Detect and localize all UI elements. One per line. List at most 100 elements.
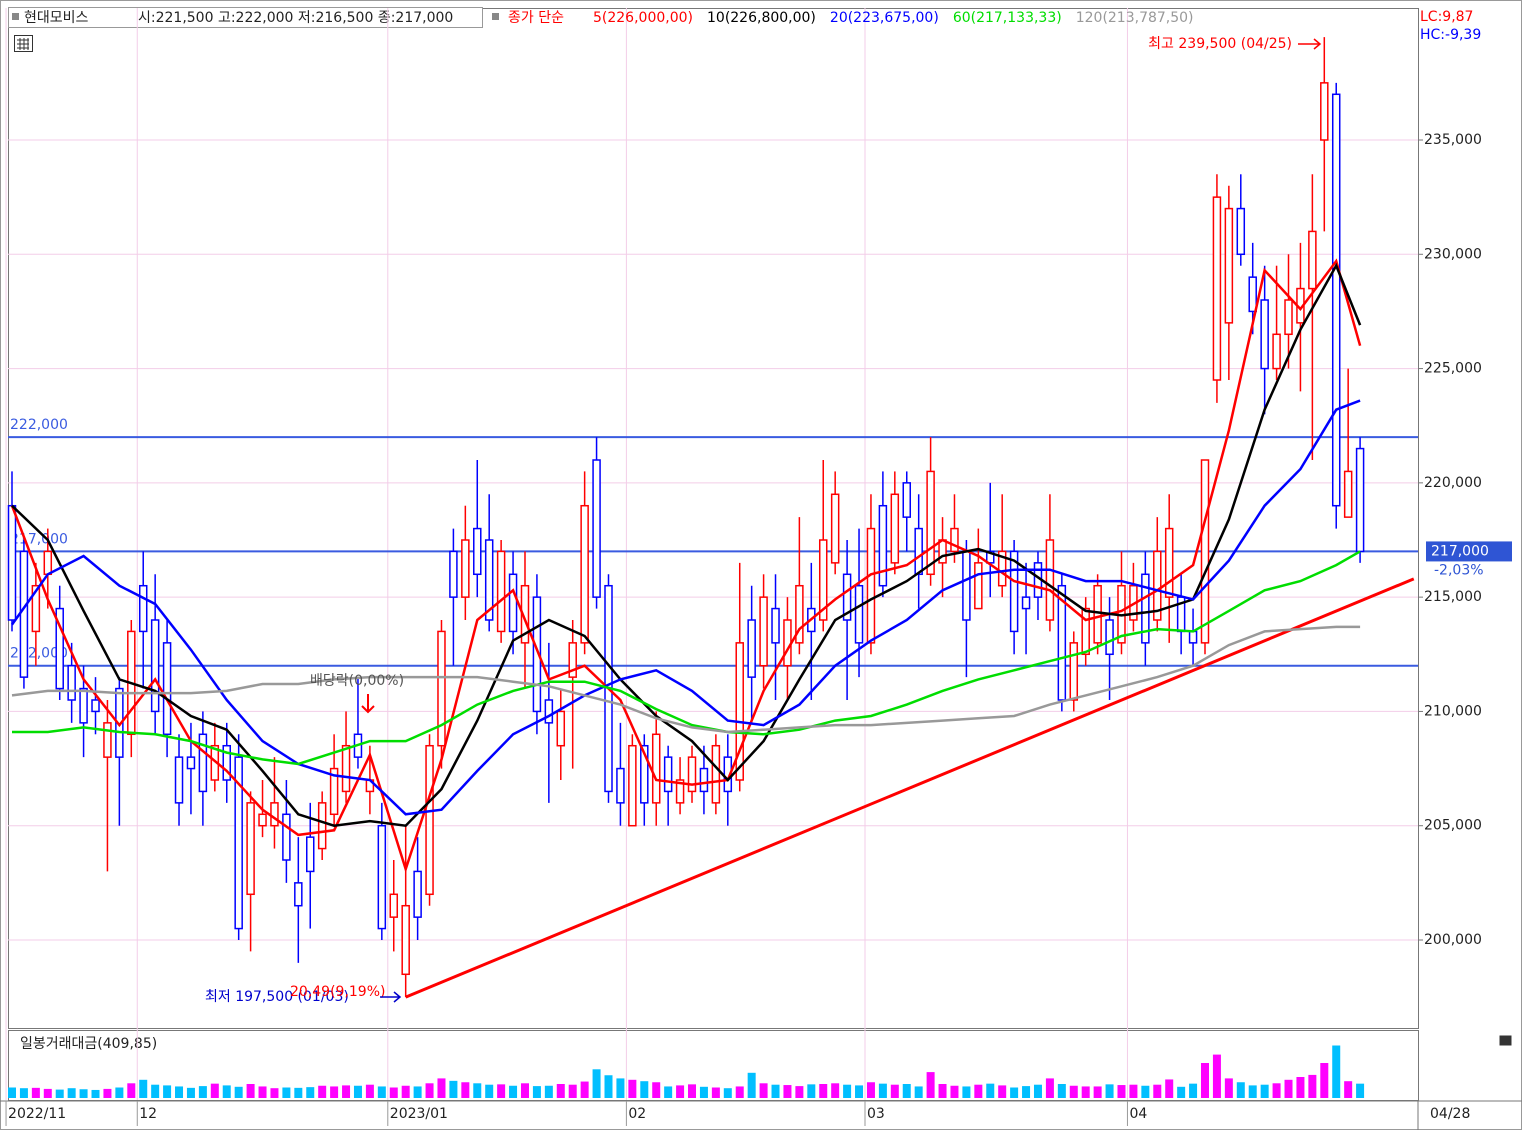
volume-bar <box>628 1079 637 1098</box>
candle-body <box>306 836 315 873</box>
volume-bar <box>294 1087 303 1098</box>
candle-body <box>401 904 410 976</box>
volume-bar <box>401 1085 410 1098</box>
volume-bar <box>1033 1084 1042 1098</box>
volume-bar <box>234 1086 243 1098</box>
x-tick-label: 2023/01 <box>390 1106 448 1122</box>
candle-body <box>484 539 494 621</box>
candle-body <box>425 744 434 896</box>
y-tick-label: 235,000 <box>1424 132 1482 148</box>
volume-bar <box>1093 1086 1102 1098</box>
volume-bar <box>974 1084 983 1098</box>
volume-bar <box>616 1078 625 1098</box>
volume-bar <box>413 1086 422 1098</box>
stock-name: 현대모비스 <box>24 10 89 26</box>
candle-body <box>1153 550 1162 621</box>
volume-bar <box>878 1083 887 1098</box>
volume-bar <box>914 1086 923 1098</box>
candle-body <box>341 744 351 793</box>
volume-bar <box>67 1088 76 1098</box>
volume-bar <box>151 1084 160 1098</box>
candle-body <box>138 584 148 633</box>
candle-body <box>67 664 76 701</box>
volume-bar <box>783 1085 792 1098</box>
volume-bar <box>807 1084 816 1098</box>
ma-line <box>11 262 1362 828</box>
volume-bar <box>306 1087 315 1098</box>
volume-bar <box>771 1084 780 1098</box>
volume-bar <box>640 1081 649 1098</box>
volume-bar <box>747 1072 756 1098</box>
volume-bar <box>592 1069 601 1098</box>
close-icon[interactable] <box>1499 1035 1512 1046</box>
candle-body <box>842 573 852 621</box>
x-tick-label: 04 <box>1129 1106 1147 1122</box>
trend-line <box>405 577 1415 999</box>
volume-bar <box>1069 1085 1078 1098</box>
candle-body <box>783 619 792 667</box>
volume-bar <box>330 1086 339 1098</box>
candle-body <box>1236 207 1246 256</box>
volume-bar <box>91 1089 100 1098</box>
volume-bar <box>1129 1084 1138 1098</box>
volume-bar <box>556 1084 565 1098</box>
candle-body <box>699 767 709 793</box>
ma-line <box>10 258 1362 874</box>
volume-bar <box>365 1084 374 1098</box>
volume-bar <box>568 1084 577 1098</box>
volume-bar <box>1081 1086 1090 1098</box>
candle-body <box>1105 619 1114 656</box>
candle-body <box>461 539 470 598</box>
ma-line <box>12 550 1361 766</box>
candle-body <box>55 607 64 690</box>
candle-body <box>938 539 947 564</box>
candle-body <box>1343 470 1353 518</box>
candle-body <box>115 687 124 758</box>
volume-bar <box>580 1081 589 1098</box>
candle-body <box>282 813 291 861</box>
candle-body <box>1248 276 1257 313</box>
candle-body <box>317 802 327 850</box>
volume-bar <box>19 1088 28 1098</box>
candle-body <box>735 642 744 781</box>
hc-label: HC:-9,39 <box>1420 27 1481 43</box>
volume-bar <box>735 1086 744 1098</box>
candle-body <box>1045 539 1055 621</box>
candle-body <box>79 687 88 724</box>
current-price: 217,000 <box>1431 543 1489 559</box>
volume-bar <box>1236 1082 1245 1098</box>
y-tick-label: 210,000 <box>1424 703 1482 719</box>
grid-icon-lines <box>17 38 29 50</box>
lc-label: LC:9,87 <box>1420 9 1473 25</box>
candle-body <box>377 824 387 930</box>
candle-body <box>962 550 971 621</box>
candle-body <box>556 710 566 747</box>
candle-body <box>1069 642 1079 701</box>
volume-bar <box>1212 1054 1221 1098</box>
candle-body <box>592 459 601 598</box>
candle-body <box>294 882 303 907</box>
candle-body <box>246 802 255 896</box>
volume-bar <box>998 1085 1007 1098</box>
candle-body <box>687 756 697 793</box>
candle-body <box>1021 596 1031 610</box>
volume-bar <box>962 1086 971 1098</box>
volume-bar <box>55 1089 64 1098</box>
volume-bar <box>210 1083 219 1098</box>
volume-bar <box>509 1085 518 1098</box>
x-end-label: 04/28 <box>1430 1106 1470 1122</box>
volume-bar <box>688 1084 697 1098</box>
volume-bar <box>389 1087 398 1098</box>
candle-body <box>174 756 184 804</box>
candle-body <box>258 813 267 827</box>
legend-entry: 120(213,787,50) <box>1076 10 1194 26</box>
volume-bar <box>938 1084 947 1098</box>
volume-bar <box>497 1084 506 1098</box>
y-tick-label: 200,000 <box>1424 932 1482 948</box>
volume-bar <box>1177 1086 1186 1098</box>
volume-bar <box>723 1088 732 1098</box>
candle-body <box>1212 196 1222 381</box>
volume-bar <box>139 1079 148 1098</box>
